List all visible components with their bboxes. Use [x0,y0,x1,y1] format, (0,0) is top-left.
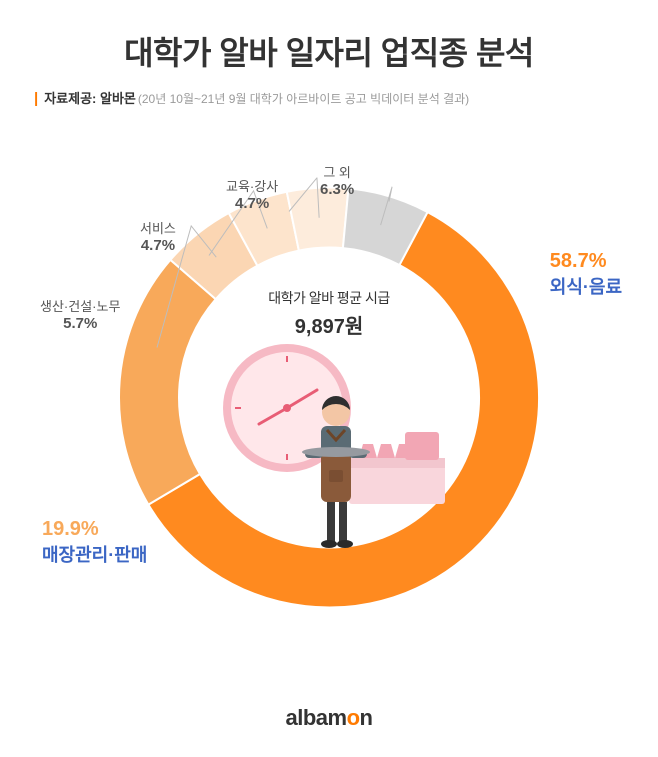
brand-pre: albam [286,705,347,730]
center-illustration [209,340,449,555]
donut-segment [119,260,216,505]
page-title: 대학가 알바 일자리 업직종 분석 [0,0,658,74]
segment-name-edu: 교육·강사 [226,176,278,195]
segment-pct-service: 4.7% [140,237,176,254]
segment-pct-edu: 4.7% [226,195,278,212]
segment-label-edu: 교육·강사 4.7% [226,176,278,212]
segment-name-service: 서비스 [140,218,176,237]
subtitle: | 자료제공: 알바몬 (20년 10월~21년 9월 대학가 아르바이트 공고… [0,74,658,107]
segment-label-prod: 생산·건설·노무 5.7% [40,296,120,332]
segment-pct-retail: 19.9% [42,518,147,541]
segment-pct-etc: 6.3% [320,181,354,198]
segment-label-food: 58.7% 외식·음료 [550,250,622,299]
segment-name-retail: 매장관리·판매 [42,541,147,567]
center-avg-value: 9,897원 [268,310,390,339]
brand-logo: albamon [286,705,373,730]
segment-name-etc: 그 외 [320,162,354,181]
subtitle-bar: | [34,90,38,107]
segment-label-service: 서비스 4.7% [140,218,176,254]
center-text: 대학가 알바 평균 시급 9,897원 [268,288,390,339]
segment-label-etc: 그 외 6.3% [320,162,354,198]
footer: albamon [0,705,658,731]
subtitle-detail: (20년 10월~21년 9월 대학가 아르바이트 공고 빅데이터 분석 결과) [138,90,469,107]
center-avg-label: 대학가 알바 평균 시급 [268,288,390,308]
segment-name-food: 외식·음료 [550,273,622,299]
donut-chart: 대학가 알바 평균 시급 9,897원 58.7% 외식·음료 19.9% 매장… [0,140,658,660]
segment-label-retail: 19.9% 매장관리·판매 [42,518,147,567]
segment-pct-prod: 5.7% [40,315,120,332]
segment-name-prod: 생산·건설·노무 [40,296,120,315]
segment-pct-food: 58.7% [550,250,622,273]
subtitle-label: 자료제공: 알바몬 [44,88,136,107]
illustration-svg [209,340,449,550]
brand-post: n [360,705,373,730]
brand-o: o [347,705,360,730]
